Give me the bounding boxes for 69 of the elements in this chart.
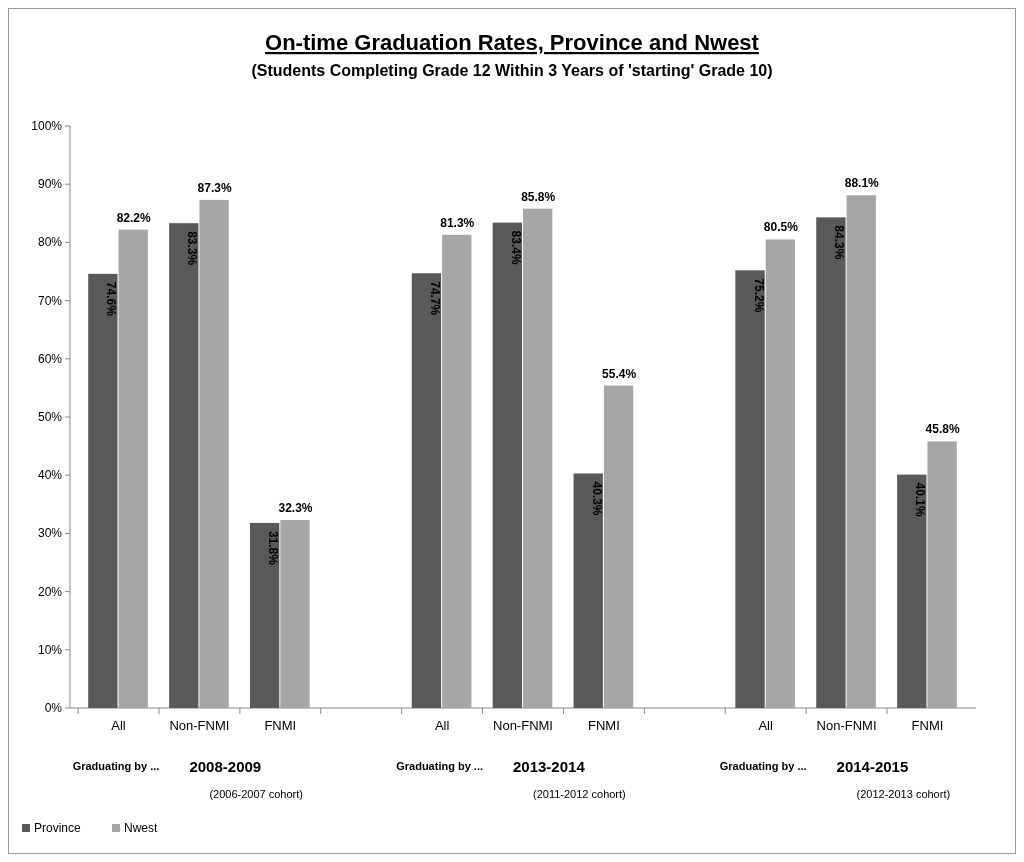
text: 2008-2009	[189, 758, 262, 775]
bar	[735, 270, 765, 708]
x-tick-label: All	[758, 718, 774, 733]
bar	[442, 234, 472, 708]
data-label: 85.8%	[521, 189, 556, 204]
y-tick-label: 10%	[37, 642, 63, 657]
data-label: 83.3%	[185, 231, 200, 266]
data-label: 74.7%	[427, 281, 442, 316]
bar	[88, 273, 118, 708]
data-label: 84.3%	[832, 225, 847, 260]
bar	[523, 208, 553, 708]
data-label: 40.3%	[589, 481, 604, 516]
y-tick-label: 80%	[37, 235, 63, 250]
legend-label: Nwest	[124, 821, 159, 835]
y-tick-label: 70%	[37, 293, 63, 308]
x-tick-label: FNMI	[588, 718, 620, 733]
y-tick-label: 40%	[37, 468, 63, 483]
x-tick-label: FNMI	[264, 718, 297, 733]
data-label: 81.3%	[440, 215, 475, 230]
data-label: 40.1%	[913, 482, 928, 517]
data-label: 31.8%	[266, 530, 281, 566]
data-label: 80.5%	[763, 220, 799, 235]
bar	[492, 222, 522, 708]
x-tick-label: Non-FNMI	[816, 718, 877, 733]
text: Graduating by ...	[719, 760, 807, 772]
bar	[765, 239, 796, 708]
data-label: 74.6%	[104, 281, 119, 317]
bar	[927, 441, 957, 708]
y-tick-label: 0%	[44, 701, 63, 715]
x-tick-label: All	[111, 718, 126, 733]
text: (2006-2007 cohort)	[209, 788, 303, 800]
text: 2013-2014	[513, 758, 586, 775]
text: Graduating by ...	[72, 760, 160, 772]
data-label: 75.2%	[751, 278, 766, 313]
x-tick-label: Non-FNMI	[169, 718, 230, 733]
data-label: 45.8%	[925, 422, 960, 437]
data-label: 82.2%	[116, 210, 152, 225]
y-tick-label: 30%	[37, 526, 63, 541]
x-tick-label: Non-FNMI	[493, 718, 553, 733]
bar	[169, 223, 199, 708]
bar	[603, 385, 634, 708]
text: 2014-2015	[836, 758, 909, 775]
bar	[573, 473, 603, 708]
data-label: 87.3%	[197, 180, 232, 195]
bar	[249, 522, 280, 708]
x-tick-label: All	[434, 718, 450, 733]
y-tick-label: 50%	[37, 410, 63, 424]
x-tick-label: FNMI	[911, 718, 944, 733]
bar	[411, 273, 442, 708]
text: (2011-2012 cohort)	[533, 788, 626, 800]
chart-subtitle: (Students Completing Grade 12 Within 3 Years of 'starting' Grade 10)	[251, 62, 773, 79]
bar	[816, 217, 846, 708]
text: Graduating by ...	[396, 760, 483, 772]
y-tick-label: 90%	[37, 177, 63, 192]
bar	[118, 229, 148, 708]
bar	[199, 199, 229, 708]
data-label: 55.4%	[602, 366, 637, 381]
y-tick-label: 60%	[37, 351, 63, 366]
bar	[897, 474, 927, 708]
y-tick-label: 100%	[31, 119, 63, 133]
bar	[846, 195, 876, 708]
data-label: 32.3%	[278, 501, 313, 516]
y-tick-label: 20%	[37, 584, 63, 599]
text: (2012-2013 cohort)	[856, 788, 951, 800]
data-label: 88.1%	[844, 176, 880, 191]
legend-label: Province	[34, 821, 82, 835]
bar	[280, 520, 310, 708]
data-label: 83.4%	[508, 230, 523, 265]
chart-title: On-time Graduation Rates, Province and Nwest	[265, 30, 760, 55]
